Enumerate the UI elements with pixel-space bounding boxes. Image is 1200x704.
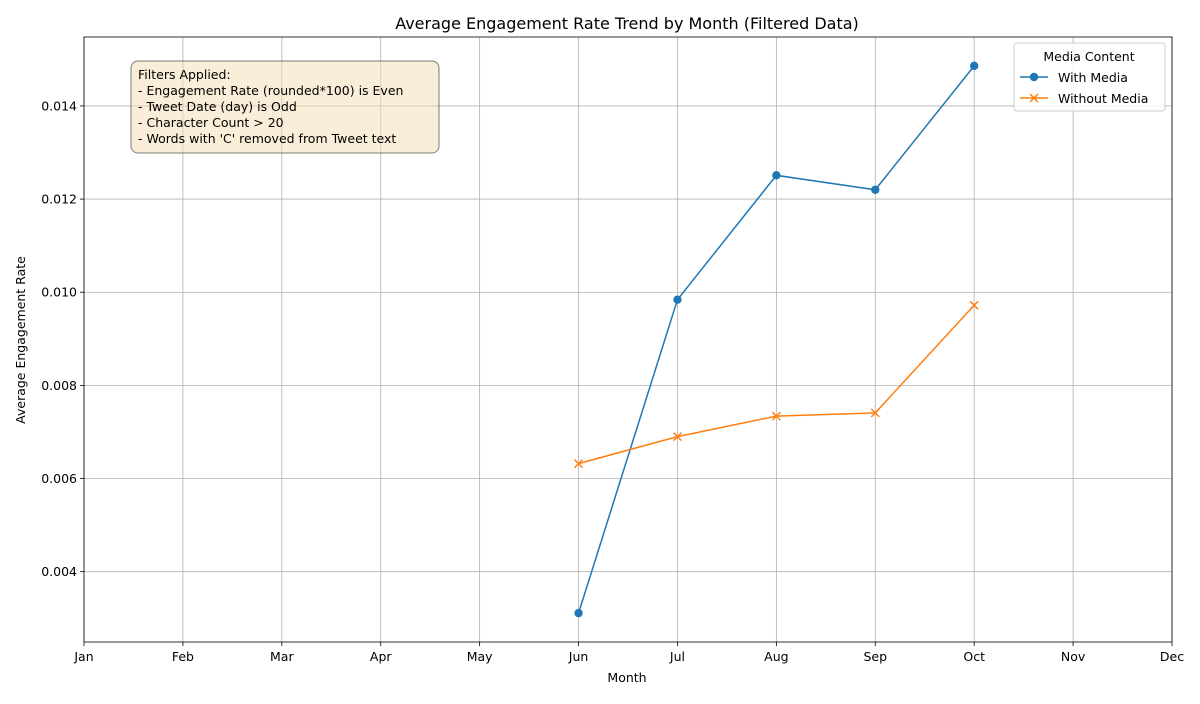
y-tick-label: 0.012 [41,192,77,207]
data-point-without-media [672,432,682,442]
data-point-with-media [871,185,880,194]
data-point-with-media [673,295,682,304]
y-tick-label: 0.010 [41,285,77,300]
x-tick-label: Oct [963,649,985,664]
annotation-background [130,60,440,154]
series-with-media [574,61,979,618]
data-point-with-media [574,608,583,618]
x-tick-label: Feb [172,649,194,664]
legend-title: Media Content [1043,49,1134,64]
x-tick-label: Nov [1061,649,1086,664]
x-tick-label: Dec [1160,649,1184,664]
annotation-line: Filters Applied: [138,67,231,82]
x-tick-label: Jan [73,649,93,664]
annotation-line: - Tweet Date (day) is Odd [138,99,297,114]
data-point-without-media [574,459,584,469]
data-point-without-media [870,408,880,418]
legend-label-without-media: Without Media [1058,91,1148,106]
series-without-media [574,300,979,469]
x-tick-label: May [467,649,493,664]
x-tick-label: Apr [370,649,392,664]
axes-layer: Jan Feb Mar Apr May Jun Jul Aug Sep Oct Nov Dec 0.00… [41,36,1184,664]
x-axis-label: Month [607,670,646,685]
chart-title: Average Engagement Rate Trend by Month (… [395,14,859,33]
legend: Media Content With Media Without Media [1013,42,1166,112]
y-tick-label: 0.006 [41,471,77,486]
x-tick-label: Mar [270,649,294,664]
data-point-without-media [771,411,781,421]
legend-label-with-media: With Media [1058,70,1128,85]
annotation-line: - Character Count > 20 [138,115,284,130]
y-tick-label: 0.014 [41,98,77,113]
annotation-line: - Engagement Rate (rounded*100) is Even [138,83,403,98]
annotation-line: - Words with 'C' removed from Tweet text [138,131,396,146]
data-point-without-media [969,300,979,310]
filters-annotation: Filters Applied: - Engagement Rate (roun… [130,60,440,154]
y-axis-label: Average Engagement Rate [13,256,28,424]
legend-frame [1013,42,1166,112]
legend-marker-with-media [1029,72,1039,82]
plot-frame [83,36,1173,643]
x-tick-label: Jul [669,649,685,664]
legend-marker-without-media [1029,93,1039,103]
x-tick-label: Sep [863,649,887,664]
x-tick-label: Jun [568,649,589,664]
data-point-with-media [772,171,781,180]
y-tick-label: 0.004 [41,564,77,579]
data-point-with-media [969,61,979,71]
x-tick-label: Aug [764,649,788,664]
y-tick-label: 0.008 [41,378,77,393]
series-layer [574,61,979,618]
